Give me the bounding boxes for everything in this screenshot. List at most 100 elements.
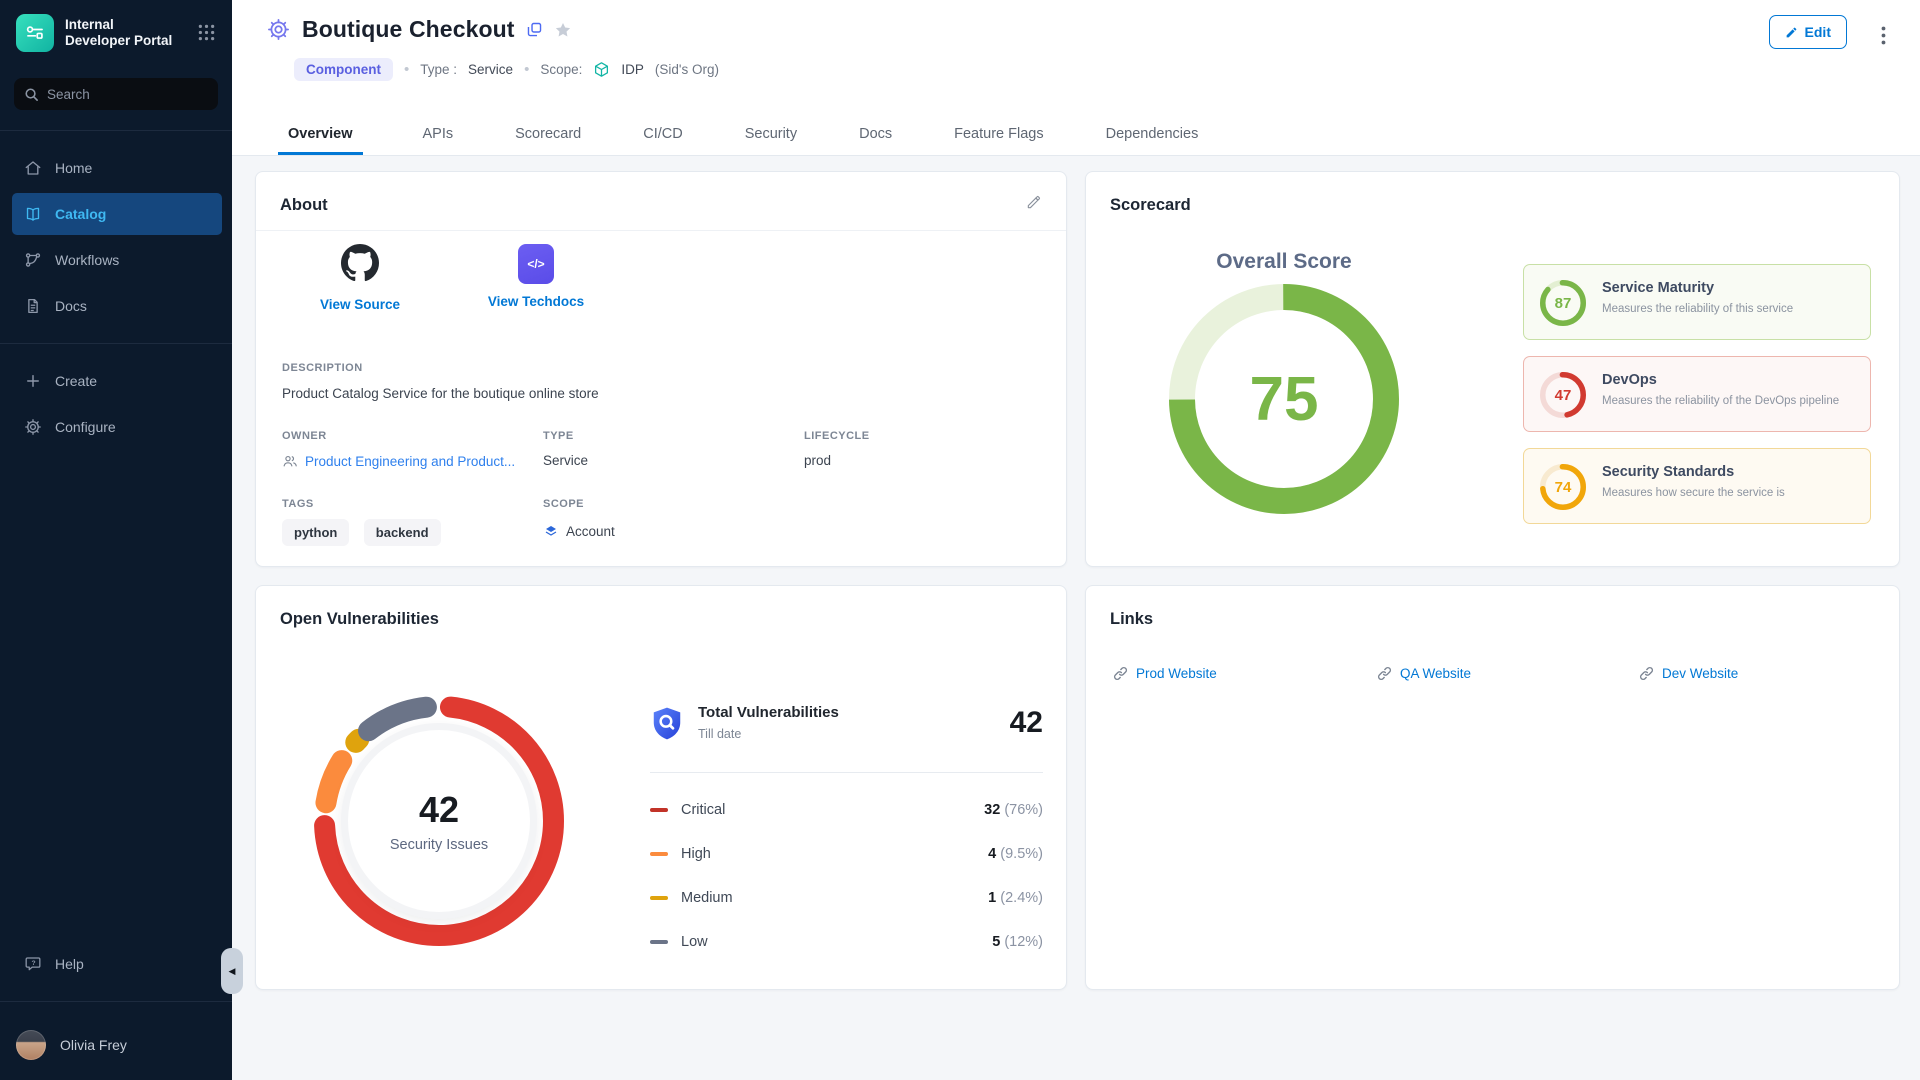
- sidebar-item-help[interactable]: ? Help: [12, 943, 222, 985]
- type-label: Type :: [420, 62, 458, 77]
- dot-separator: •: [404, 61, 410, 78]
- view-source-link[interactable]: View Source: [300, 244, 420, 312]
- overall-score-label: Overall Score: [1216, 250, 1352, 273]
- severity-row-high: High 4 (9.5%): [650, 843, 1043, 865]
- scorecard-card: Scorecard Overall Score 75 87 Service Ma…: [1085, 171, 1900, 567]
- link-dev-website[interactable]: Dev Website: [1639, 666, 1738, 681]
- severity-dash-icon: [650, 939, 668, 945]
- sidebar-item-label: Configure: [55, 419, 116, 435]
- sidebar-item-label: Catalog: [55, 206, 107, 222]
- sidebar-item-configure[interactable]: Configure: [12, 406, 222, 448]
- search-box[interactable]: [14, 78, 218, 110]
- tab-feature-flags[interactable]: Feature Flags: [954, 126, 1044, 142]
- tab-overview[interactable]: Overview: [278, 116, 363, 155]
- github-icon: [341, 244, 379, 282]
- catalog-icon: [26, 207, 40, 221]
- total-vulnerabilities-value: 42: [1009, 706, 1043, 739]
- divider: [650, 772, 1043, 773]
- vulnerabilities-donut: [314, 696, 564, 946]
- severity-label: Critical: [681, 802, 726, 818]
- sidebar-item-workflows[interactable]: Workflows: [12, 239, 222, 281]
- scope-value: IDP: [621, 62, 644, 77]
- severity-label: High: [681, 846, 711, 862]
- tag-pill[interactable]: python: [282, 519, 350, 546]
- tab-cicd[interactable]: CI/CD: [643, 126, 683, 142]
- app-logo[interactable]: Internal Developer Portal: [0, 0, 232, 64]
- sidebar-item-create[interactable]: Create: [12, 360, 222, 402]
- score-value: 87: [1554, 294, 1572, 312]
- divider: [0, 1001, 232, 1002]
- chevron-left-icon: ◀: [228, 965, 236, 976]
- severity-label: Low: [681, 934, 708, 950]
- description-value: Product Catalog Service for the boutique…: [282, 386, 599, 401]
- edit-about-pencil-icon[interactable]: [1026, 194, 1042, 215]
- divider: [256, 230, 1066, 231]
- tab-apis[interactable]: APIs: [422, 126, 454, 142]
- page-header: Boutique Checkout Edit Component • Type …: [232, 0, 1920, 156]
- favorite-star-icon[interactable]: [554, 21, 572, 39]
- scorecard-item-devops[interactable]: 47 DevOps Measures the reliability of th…: [1523, 356, 1871, 432]
- avatar: [16, 1030, 46, 1060]
- entity-kind-badge: Component: [294, 58, 393, 81]
- sidebar-item-label: Workflows: [55, 252, 120, 268]
- dot-separator: •: [524, 61, 530, 78]
- card-title: Open Vulnerabilities: [280, 610, 439, 628]
- tag-pill[interactable]: backend: [363, 519, 441, 546]
- app-title: Internal Developer Portal: [65, 16, 173, 48]
- edit-button[interactable]: Edit: [1768, 15, 1847, 49]
- docs-icon: [28, 298, 38, 314]
- description-label: DESCRIPTION: [282, 362, 363, 374]
- vulnerabilities-donut-center: 42 Security Issues: [348, 730, 530, 912]
- search-input[interactable]: [47, 86, 197, 102]
- scope-label: Scope:: [540, 62, 583, 77]
- severity-row-medium: Medium 1 (2.4%): [650, 887, 1043, 909]
- scorecard-item-service-maturity[interactable]: 87 Service Maturity Measures the reliabi…: [1523, 264, 1871, 340]
- sidebar: Internal Developer Portal Home Catalog W…: [0, 0, 232, 1080]
- search-icon: [25, 87, 38, 101]
- scope-value: Account: [543, 523, 615, 539]
- about-card: About View Source </> View Techdocs DESC…: [255, 171, 1067, 567]
- score-ring: [1540, 464, 1586, 510]
- help-icon: ?: [25, 957, 41, 971]
- owner-link[interactable]: Product Engineering and Product...: [282, 453, 515, 469]
- shield-search-icon: [650, 706, 684, 747]
- team-icon: [283, 455, 297, 467]
- tags-list: python backend: [282, 519, 451, 546]
- tab-docs[interactable]: Docs: [859, 126, 893, 142]
- tab-scorecard[interactable]: Scorecard: [515, 126, 582, 142]
- type-value: Service: [543, 453, 589, 468]
- sidebar-item-catalog[interactable]: Catalog: [12, 193, 222, 235]
- view-techdocs-link[interactable]: </> View Techdocs: [476, 244, 596, 309]
- tab-security[interactable]: Security: [744, 126, 798, 142]
- tab-dependencies[interactable]: Dependencies: [1105, 126, 1199, 142]
- link-qa-website[interactable]: QA Website: [1377, 666, 1471, 681]
- component-gear-icon: [268, 19, 289, 40]
- security-issues-count: 42: [418, 789, 460, 830]
- score-title: Security Standards: [1602, 464, 1735, 480]
- score-title: DevOps: [1602, 372, 1657, 388]
- score-description: Measures the reliability of the DevOps p…: [1602, 395, 1840, 407]
- tab-bar: Overview APIs Scorecard CI/CD Security D…: [278, 116, 1200, 155]
- divider: [0, 343, 232, 344]
- gear-icon: [25, 419, 41, 435]
- user-menu[interactable]: Olivia Frey: [0, 1016, 232, 1080]
- severity-row-critical: Critical 32 (76%): [650, 799, 1043, 821]
- scorecard-item-security-standards[interactable]: 74 Security Standards Measures how secur…: [1523, 448, 1871, 524]
- link-prod-website[interactable]: Prod Website: [1113, 666, 1217, 681]
- cube-icon: [595, 62, 609, 77]
- sidebar-item-home[interactable]: Home: [12, 147, 222, 189]
- score-description: Measures the reliability of this service: [1602, 303, 1794, 315]
- sidebar-item-docs[interactable]: Docs: [12, 285, 222, 327]
- score-value: 47: [1554, 386, 1572, 404]
- total-vulnerabilities-title: Total Vulnerabilities: [698, 704, 839, 721]
- score-ring: [1540, 280, 1586, 326]
- divider: [0, 130, 232, 131]
- sidebar-item-label: Docs: [55, 298, 87, 314]
- link-icon: [1377, 666, 1392, 681]
- copy-icon[interactable]: [526, 21, 543, 38]
- apps-grid-icon[interactable]: [198, 24, 215, 46]
- type-value: Service: [468, 62, 514, 77]
- more-options-kebab-icon[interactable]: [1877, 22, 1890, 54]
- score-title: Service Maturity: [1602, 280, 1715, 296]
- sidebar-collapse-handle[interactable]: ◀: [221, 948, 243, 994]
